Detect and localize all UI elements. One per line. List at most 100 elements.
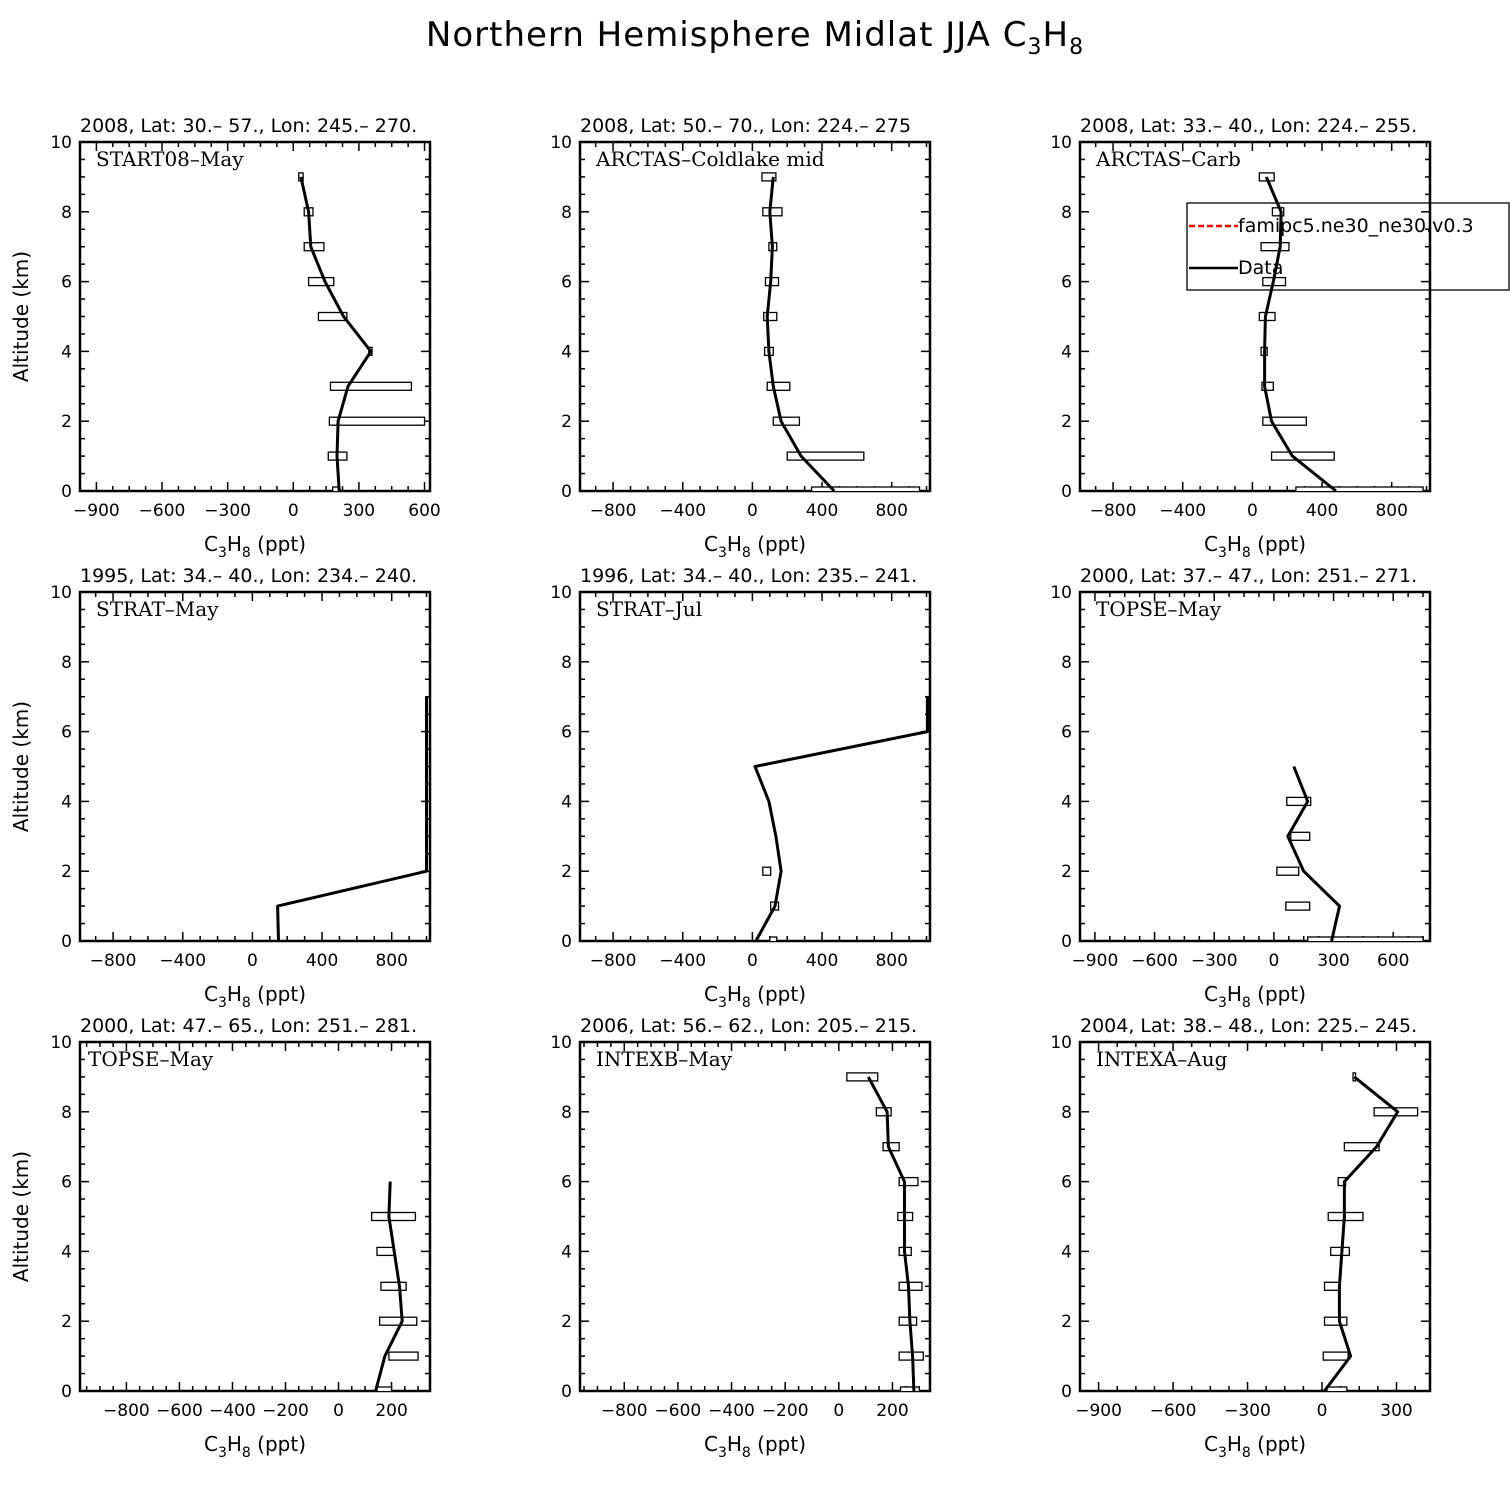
y-tick-label: 8 — [1061, 203, 1072, 223]
y-tick-label: 0 — [1061, 1382, 1072, 1402]
x-axis-label: C3H8 (ppt) — [704, 982, 806, 1011]
y-tick-label: 8 — [61, 203, 72, 223]
x-tick-label: 0 — [1268, 951, 1279, 971]
x-tick-label: 400 — [806, 951, 838, 971]
range-bar — [1290, 831, 1311, 841]
y-tick-label: 4 — [61, 342, 72, 362]
y-tick-label: 10 — [50, 133, 72, 153]
x-tick-label: 800 — [875, 501, 907, 521]
range-bar — [1326, 1386, 1348, 1391]
range-bar — [1261, 381, 1274, 391]
data-line — [753, 696, 929, 941]
x-tick-label: −600 — [156, 1401, 203, 1421]
x-tick-label: −400 — [159, 951, 206, 971]
data-line — [1263, 176, 1337, 491]
x-tick-label: −400 — [708, 1401, 755, 1421]
y-tick-label: 6 — [61, 723, 72, 743]
range-bar — [772, 416, 801, 426]
y-tick-label: 10 — [50, 1033, 72, 1053]
range-bar — [376, 1386, 393, 1391]
plot-area — [1276, 765, 1424, 941]
y-tick-label: 8 — [1061, 653, 1072, 673]
range-bar — [1286, 796, 1312, 807]
range-bar — [766, 381, 791, 391]
y-tick-label: 2 — [61, 1312, 72, 1332]
panel-header: 2006, Lat: 56.– 62., Lon: 205.– 215. — [580, 1015, 917, 1037]
range-bar — [762, 207, 783, 217]
x-tick-label: −200 — [762, 1401, 809, 1421]
y-tick-label: 0 — [1061, 482, 1072, 502]
x-tick-label: 400 — [306, 951, 338, 971]
panels: 2008, Lat: 30.– 57., Lon: 245.– 270. STAR… — [9, 115, 1432, 1461]
range-bar — [1270, 451, 1335, 461]
plot-area — [753, 696, 929, 941]
y-tick-label: 2 — [61, 862, 72, 882]
plot-area — [298, 172, 426, 491]
panel-campaign-label: ARCTAS–Coldlake mid — [595, 147, 825, 171]
data-line — [299, 176, 373, 491]
range-bar — [899, 1386, 920, 1391]
data-line — [866, 1076, 916, 1391]
plot-frame — [1078, 590, 1432, 943]
range-bar — [1262, 416, 1308, 426]
plot-area — [846, 1072, 924, 1391]
range-bar — [1260, 242, 1290, 252]
panel-5: 1996, Lat: 34.– 40., Lon: 235.– 241. STRA… — [550, 565, 932, 1011]
x-axis-label: C3H8 (ppt) — [704, 532, 806, 561]
plot-area — [371, 1181, 419, 1391]
y-tick-label: 6 — [1061, 1173, 1072, 1193]
x-tick-label: 300 — [1317, 951, 1349, 971]
panel-7: 2000, Lat: 47.– 65., Lon: 251.– 281. TOPS… — [9, 1015, 432, 1461]
y-tick-label: 0 — [1061, 932, 1072, 952]
x-tick-label: −800 — [590, 501, 637, 521]
panel-8: 2006, Lat: 56.– 62., Lon: 205.– 215. INTE… — [550, 1015, 932, 1461]
y-tick-label: 2 — [1061, 1312, 1072, 1332]
x-tick-label: −800 — [1090, 501, 1137, 521]
y-tick-label: 4 — [561, 342, 572, 362]
x-tick-label: −600 — [655, 1401, 702, 1421]
y-tick-label: 0 — [61, 1382, 72, 1402]
x-tick-label: 400 — [1306, 501, 1338, 521]
x-tick-label: −300 — [1191, 951, 1238, 971]
range-bar — [303, 242, 325, 252]
plot-area — [761, 172, 921, 491]
legend-box — [1186, 202, 1510, 291]
x-tick-label: 0 — [247, 951, 258, 971]
range-bar — [307, 276, 335, 287]
x-tick-label: −300 — [204, 501, 251, 521]
range-bar — [328, 416, 426, 426]
range-bar — [761, 172, 777, 182]
x-tick-label: −800 — [590, 951, 637, 971]
x-tick-label: −200 — [262, 1401, 309, 1421]
panel-campaign-label: STRAT–Jul — [596, 597, 702, 621]
y-tick-label: 6 — [1061, 273, 1072, 293]
x-tick-label: 400 — [806, 501, 838, 521]
range-bar — [378, 1316, 418, 1326]
x-tick-label: 0 — [833, 1401, 844, 1421]
range-bar — [1322, 1351, 1349, 1361]
legend: famipc5.ne30_ne30.v0.3 Data — [1186, 202, 1510, 291]
data-line — [1286, 765, 1341, 941]
range-bar — [332, 486, 340, 491]
range-bar — [380, 1281, 407, 1291]
x-tick-label: −800 — [601, 1401, 648, 1421]
panel-4: 1995, Lat: 34.– 40., Lon: 234.– 240. STRA… — [9, 565, 432, 1011]
panel-campaign-label: TOPSE–May — [1096, 597, 1222, 621]
y-tick-label: 2 — [1061, 412, 1072, 432]
range-bar — [898, 1176, 919, 1187]
x-tick-label: −400 — [659, 951, 706, 971]
x-tick-label: −600 — [1150, 1401, 1197, 1421]
x-tick-label: 0 — [1317, 1401, 1328, 1421]
x-tick-label: 0 — [747, 951, 758, 971]
range-bar — [769, 936, 778, 941]
y-tick-label: 4 — [1061, 1242, 1072, 1262]
range-bar — [1276, 866, 1300, 876]
range-bar — [762, 866, 772, 876]
y-tick-label: 8 — [561, 653, 572, 673]
y-axis-label: Altitude (km) — [9, 251, 33, 382]
x-tick-label: −800 — [90, 951, 137, 971]
y-tick-label: 0 — [561, 482, 572, 502]
x-tick-label: 200 — [876, 1401, 908, 1421]
y-tick-label: 4 — [61, 1242, 72, 1262]
x-tick-label: 300 — [1380, 1401, 1412, 1421]
